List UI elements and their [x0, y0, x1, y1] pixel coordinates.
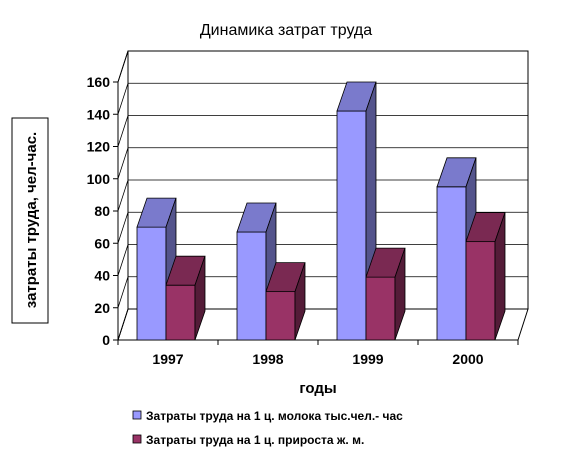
y-tick-label: 120	[87, 139, 111, 155]
gridline	[117, 82, 528, 115]
bar	[465, 212, 506, 341]
chart-title: Динамика затрат труда	[200, 22, 372, 39]
legend-label-1: Затраты труда на 1 ц. прироста ж. м.	[146, 433, 364, 447]
x-axis-label: годы	[299, 380, 336, 397]
y-axis-label-box: затраты труда, чел-час.	[11, 117, 49, 324]
bar-front	[265, 291, 296, 341]
bar	[165, 255, 206, 341]
bar-front	[165, 284, 196, 341]
y-tick-label: 140	[87, 106, 111, 122]
x-tick-label: 2000	[452, 351, 483, 367]
x-axis-ticks: 1997 1998 1999 2000	[117, 340, 519, 367]
bar-front	[336, 110, 367, 341]
bar-side	[494, 212, 506, 341]
gridline	[117, 115, 528, 147]
y-tick-label: 100	[87, 171, 111, 187]
legend-swatch-0	[132, 410, 142, 420]
bar	[136, 197, 177, 341]
bar-side	[394, 247, 406, 341]
bar-front	[436, 186, 467, 341]
x-tick-label: 1999	[352, 351, 383, 367]
bar-side	[194, 256, 206, 341]
y-tick-label: 80	[94, 203, 110, 219]
legend-item: Затраты труда на 1 ц. прироста ж. м.	[132, 433, 364, 447]
y-tick-label: 60	[94, 235, 110, 251]
gridline	[117, 50, 528, 83]
gridline	[117, 147, 528, 179]
bars	[136, 81, 506, 341]
y-tick-label: 20	[94, 300, 110, 316]
bar-front	[465, 241, 496, 341]
x-tick-label: 1998	[252, 351, 283, 367]
y-tick-label: 0	[102, 332, 110, 348]
bar	[365, 247, 406, 341]
legend-item: Затраты труда на 1 ц. молока тыс.чел.- ч…	[132, 409, 403, 423]
gridline	[117, 244, 528, 276]
legend: Затраты труда на 1 ц. молока тыс.чел.- ч…	[132, 409, 403, 447]
legend-label-0: Затраты труда на 1 ц. молока тыс.чел.- ч…	[146, 409, 403, 423]
bar-side	[294, 262, 306, 341]
bar-front	[365, 276, 396, 341]
y-axis-label: затраты труда, чел-час.	[23, 132, 40, 308]
legend-swatch-1	[132, 434, 142, 444]
y-tick-label: 160	[87, 74, 111, 90]
x-tick-label: 1997	[152, 351, 183, 367]
gridline	[117, 179, 528, 212]
bar-front	[236, 231, 267, 341]
y-tick-label: 40	[94, 268, 110, 284]
bar-front	[136, 226, 167, 341]
gridline	[117, 211, 528, 244]
bar	[265, 262, 306, 341]
